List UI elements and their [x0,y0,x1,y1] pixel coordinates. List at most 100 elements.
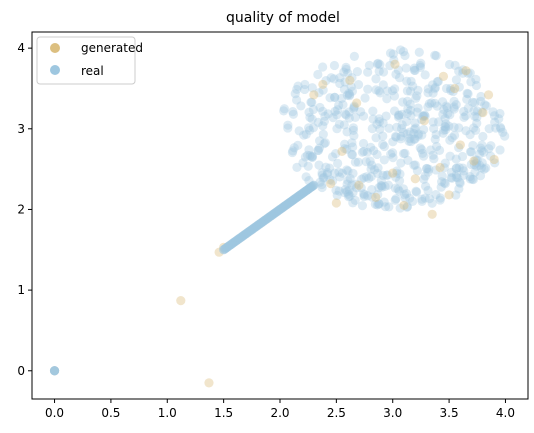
point-real [304,145,313,154]
point-real [413,86,422,95]
point-real [454,123,463,132]
point-real [469,123,478,132]
point-real [370,165,379,174]
point-real [437,177,446,186]
x-tick-label: 0.5 [101,406,120,420]
point-real [348,188,357,197]
legend-marker-generated [50,43,60,53]
x-tick-label: 0.0 [45,406,64,420]
points-layer [50,45,509,387]
point-real [366,157,375,166]
point-generated [337,147,346,156]
point-real [454,184,463,193]
point-real [406,137,415,146]
point-real [292,163,301,172]
point-real [360,93,369,102]
point-real [429,154,438,163]
legend-label-real: real [81,64,104,78]
point-real [386,150,395,159]
point-real [495,145,504,154]
point-generated [450,84,459,93]
point-real [371,133,380,142]
point-generated [390,60,399,69]
point-generated [478,108,487,117]
point-real [302,130,311,139]
point-real [413,166,422,175]
point-real [414,103,423,112]
point-real [390,91,399,100]
point-generated [204,378,213,387]
point-real [432,51,441,60]
point-real [308,114,317,123]
point-real [391,196,400,205]
y-tick-label: 0 [17,364,25,378]
point-real [373,59,382,68]
point-generated [435,163,444,172]
point-real [324,109,333,118]
point-generated [326,179,335,188]
point-real [332,110,341,119]
x-tick-label: 4.0 [496,406,515,420]
y-tick-label: 1 [17,283,25,297]
point-real [400,51,409,60]
y-tick-label: 2 [17,202,25,216]
point-real [280,104,289,113]
point-real [479,148,488,157]
point-generated [420,116,429,125]
point-generated [469,156,478,165]
point-real [365,61,374,70]
point-real [468,98,477,107]
point-real [50,366,59,375]
point-real [350,52,359,61]
point-real [390,106,399,115]
legend: generated real [37,37,143,84]
point-real [353,67,362,76]
y-tick-label: 4 [17,41,25,55]
point-real [332,124,341,133]
point-real [421,70,430,79]
point-real [288,146,297,155]
point-real [358,148,367,157]
point-real [379,67,388,76]
x-tick-label: 2.5 [327,406,346,420]
point-real [433,102,442,111]
point-real [410,66,419,75]
point-real [450,104,459,113]
point-real [345,90,354,99]
chart-title: quality of model [226,10,340,26]
point-real [415,48,424,57]
point-real [371,74,380,83]
point-generated [399,201,408,210]
point-real [360,192,369,201]
point-real [320,139,329,148]
point-generated [484,90,493,99]
point-real [467,147,476,156]
point-generated [444,190,453,199]
point-real [409,129,418,138]
point-real [445,60,454,69]
point-generated [354,181,363,190]
point-real [435,146,444,155]
point-real [378,140,387,149]
point-generated [490,155,499,164]
point-real [349,123,358,132]
point-real [477,163,486,172]
point-real [386,48,395,57]
point-real [338,169,347,178]
point-generated [411,174,420,183]
point-generated [461,66,470,75]
point-real [396,158,405,167]
point-generated [176,296,185,305]
point-real [327,73,336,82]
point-real [288,107,297,116]
point-real [293,81,302,90]
point-real [402,77,411,86]
point-real [363,85,372,94]
point-real [423,102,432,111]
point-real [472,81,481,90]
legend-marker-real [50,65,60,75]
point-real [340,188,349,197]
x-tick-label: 3.0 [383,406,402,420]
point-real [314,160,323,169]
